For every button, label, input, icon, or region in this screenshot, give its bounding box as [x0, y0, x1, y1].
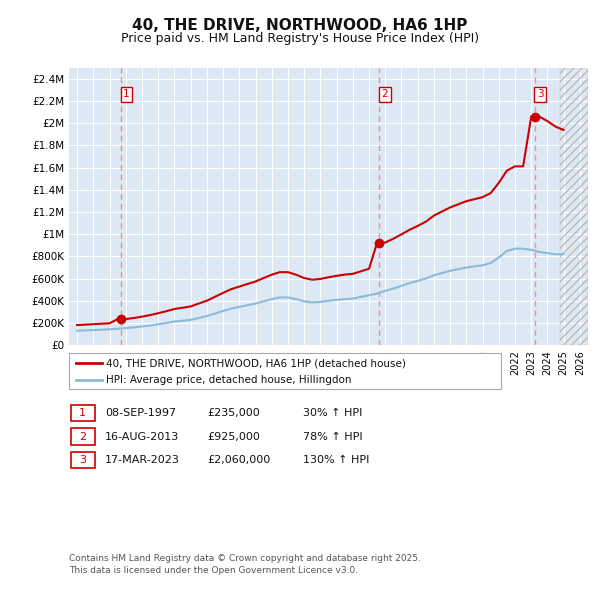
Text: 1: 1 — [79, 408, 86, 418]
Text: 78% ↑ HPI: 78% ↑ HPI — [303, 432, 362, 441]
Text: 3: 3 — [537, 89, 544, 99]
Text: 30% ↑ HPI: 30% ↑ HPI — [303, 408, 362, 418]
Text: 16-AUG-2013: 16-AUG-2013 — [105, 432, 179, 441]
Text: HPI: Average price, detached house, Hillingdon: HPI: Average price, detached house, Hill… — [106, 375, 352, 385]
Text: £2,060,000: £2,060,000 — [207, 455, 270, 465]
Text: 2: 2 — [382, 89, 388, 99]
Text: 17-MAR-2023: 17-MAR-2023 — [105, 455, 180, 465]
Text: Contains HM Land Registry data © Crown copyright and database right 2025.
This d: Contains HM Land Registry data © Crown c… — [69, 555, 421, 575]
Text: 40, THE DRIVE, NORTHWOOD, HA6 1HP: 40, THE DRIVE, NORTHWOOD, HA6 1HP — [133, 18, 467, 32]
Text: 1: 1 — [123, 89, 130, 99]
Text: 2: 2 — [79, 432, 86, 441]
Text: £925,000: £925,000 — [207, 432, 260, 441]
Text: 130% ↑ HPI: 130% ↑ HPI — [303, 455, 370, 465]
Text: Price paid vs. HM Land Registry's House Price Index (HPI): Price paid vs. HM Land Registry's House … — [121, 32, 479, 45]
Text: 3: 3 — [79, 455, 86, 465]
Text: 08-SEP-1997: 08-SEP-1997 — [105, 408, 176, 418]
Text: 40, THE DRIVE, NORTHWOOD, HA6 1HP (detached house): 40, THE DRIVE, NORTHWOOD, HA6 1HP (detac… — [106, 358, 406, 368]
Text: £235,000: £235,000 — [207, 408, 260, 418]
